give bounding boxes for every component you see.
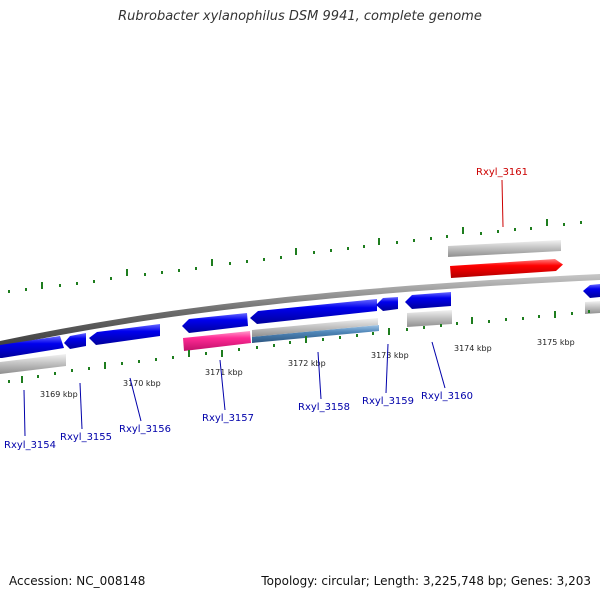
kbp-label-3171: 3171 kbp	[205, 368, 243, 377]
leader-rxyl-3160	[431, 341, 446, 389]
accession-text: Accession: NC_008148	[9, 574, 146, 588]
gene-rxyl-3161[interactable]	[450, 259, 563, 278]
reverse-strand-genes	[0, 284, 600, 358]
leader-rxyl-3161	[501, 179, 504, 228]
kbp-label-3170: 3170 kbp	[123, 379, 161, 388]
kbp-label-3169: 3169 kbp	[40, 390, 78, 399]
inner-tick-track	[8, 310, 590, 383]
reverse-feature-track	[0, 301, 600, 374]
leader-rxyl-3159	[385, 343, 389, 394]
kbp-label-3175: 3175 kbp	[537, 338, 575, 347]
feature-bar-rxyl-3158-rna	[252, 325, 379, 343]
gene-rxyl-3154[interactable]	[0, 336, 64, 358]
gene-offscreen-right[interactable]	[583, 284, 600, 298]
leader-rxyl-3157	[219, 359, 226, 411]
leader-rxyl-3158	[317, 351, 322, 400]
genome-backbone	[0, 274, 600, 347]
map-title: Rubrobacter xylanophilus DSM 9941, compl…	[118, 9, 482, 24]
forward-feature-track	[448, 240, 561, 257]
leader-rxyl-3154	[23, 389, 26, 437]
gene-rxyl-3157[interactable]	[182, 313, 248, 333]
outer-tick-track	[8, 219, 582, 293]
gene-label-rxyl-3156[interactable]: Rxyl_3156	[119, 424, 171, 435]
gene-rxyl-3155[interactable]	[64, 333, 86, 349]
gene-label-rxyl-3160[interactable]: Rxyl_3160	[421, 391, 473, 402]
feature-bar-rxyl-3161	[448, 240, 561, 257]
gene-rxyl-3159[interactable]	[376, 297, 398, 311]
gene-rxyl-3160[interactable]	[405, 292, 451, 309]
kbp-label-3172: 3172 kbp	[288, 359, 326, 368]
gene-label-rxyl-3154[interactable]: Rxyl_3154	[4, 440, 56, 451]
gene-rxyl-3156[interactable]	[89, 324, 160, 345]
feature-bar-offscreen-right	[585, 301, 600, 314]
genome-stats-text: Topology: circular; Length: 3,225,748 bp…	[261, 574, 591, 588]
feature-bar-rxyl-3160	[407, 310, 452, 327]
gene-labels: Rxyl_3161 Rxyl_3154 Rxyl_3155 Rxyl_3156 …	[4, 167, 528, 451]
gene-label-leaders	[23, 179, 504, 437]
leader-rxyl-3155	[79, 382, 83, 430]
kbp-label-3173: 3173 kbp	[371, 351, 409, 360]
feature-bar-rxyl-3158-top	[252, 318, 378, 337]
feature-bar-rxyl-3157	[183, 331, 251, 351]
kbp-scale-labels: 3169 kbp 3170 kbp 3171 kbp 3172 kbp 3173…	[40, 338, 575, 399]
gene-rxyl-3158[interactable]	[250, 299, 377, 324]
gene-label-rxyl-3158[interactable]: Rxyl_3158	[298, 402, 350, 413]
feature-bar-rxyl-3154	[0, 354, 66, 374]
gene-label-rxyl-3157[interactable]: Rxyl_3157	[202, 413, 254, 424]
gene-label-rxyl-3155[interactable]: Rxyl_3155	[60, 432, 112, 443]
gene-label-rxyl-3161[interactable]: Rxyl_3161	[476, 167, 528, 178]
gene-label-rxyl-3159[interactable]: Rxyl_3159	[362, 396, 414, 407]
kbp-label-3174: 3174 kbp	[454, 344, 492, 353]
leader-rxyl-3156	[129, 377, 142, 422]
